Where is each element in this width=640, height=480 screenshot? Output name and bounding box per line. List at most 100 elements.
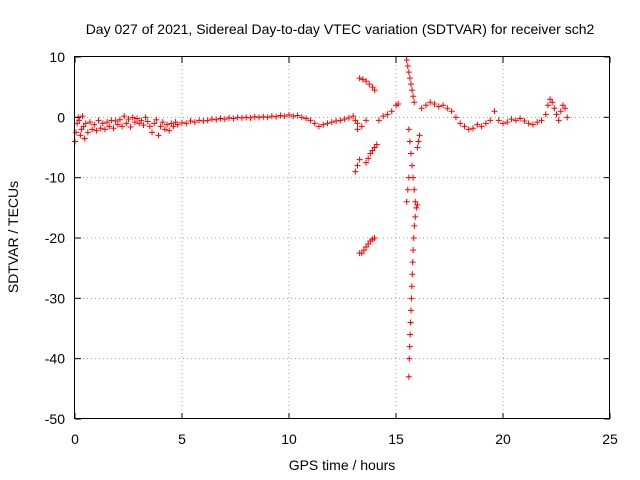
data-point bbox=[373, 141, 380, 148]
data-point bbox=[406, 75, 413, 82]
data-point bbox=[110, 125, 117, 132]
data-point bbox=[161, 126, 168, 133]
data-point bbox=[191, 119, 198, 126]
y-tick-label: -10 bbox=[45, 170, 65, 186]
data-point bbox=[371, 144, 378, 151]
data-point bbox=[358, 250, 365, 257]
data-point bbox=[101, 126, 108, 133]
data-points bbox=[72, 57, 571, 380]
data-point bbox=[146, 123, 153, 130]
data-point bbox=[79, 113, 86, 120]
data-point bbox=[144, 118, 151, 125]
data-point bbox=[256, 114, 263, 121]
data-point bbox=[414, 144, 421, 151]
data-point bbox=[404, 186, 411, 193]
x-tick-label: 15 bbox=[388, 431, 404, 447]
data-point bbox=[213, 116, 220, 123]
data-point bbox=[307, 117, 314, 124]
x-tick-label: 5 bbox=[178, 431, 186, 447]
y-tick-labels: -50 -40 -30 -20 -10 0 10 bbox=[45, 49, 65, 427]
data-point bbox=[127, 123, 134, 130]
data-point bbox=[74, 120, 81, 127]
data-point bbox=[183, 120, 190, 127]
data-point bbox=[363, 78, 370, 85]
y-tick-label: 10 bbox=[49, 49, 65, 65]
data-point bbox=[491, 108, 498, 115]
data-point bbox=[551, 105, 558, 112]
data-point bbox=[410, 247, 417, 254]
data-point bbox=[406, 138, 413, 145]
data-point bbox=[422, 102, 429, 109]
data-point bbox=[311, 120, 318, 127]
data-point bbox=[108, 117, 115, 124]
data-point bbox=[337, 117, 344, 124]
data-point bbox=[243, 114, 250, 121]
chart-title: Day 027 of 2021, Sidereal Day-to-day VTE… bbox=[86, 21, 595, 37]
data-point bbox=[187, 117, 194, 124]
data-point bbox=[341, 116, 348, 123]
data-point bbox=[354, 120, 361, 127]
data-point bbox=[388, 108, 395, 115]
data-point bbox=[525, 120, 532, 127]
data-point bbox=[170, 123, 177, 130]
y-tick-label: -40 bbox=[45, 351, 65, 367]
data-point bbox=[204, 117, 211, 124]
data-point bbox=[409, 162, 416, 169]
data-point bbox=[91, 121, 98, 128]
data-point bbox=[407, 81, 414, 88]
data-point bbox=[174, 121, 181, 128]
data-point bbox=[553, 111, 560, 118]
data-point bbox=[81, 135, 88, 142]
y-tick-label: -20 bbox=[45, 230, 65, 246]
data-point bbox=[365, 155, 372, 162]
data-point bbox=[555, 117, 562, 124]
data-point bbox=[363, 244, 370, 251]
data-point bbox=[196, 117, 203, 124]
data-point bbox=[333, 117, 340, 124]
x-tick-labels: 0 5 10 15 20 25 bbox=[71, 431, 618, 447]
data-point bbox=[217, 115, 224, 122]
data-point bbox=[487, 117, 494, 124]
data-point bbox=[354, 126, 361, 133]
data-point bbox=[365, 241, 372, 248]
grid-lines bbox=[75, 57, 610, 419]
data-point bbox=[358, 123, 365, 130]
data-point bbox=[290, 113, 297, 120]
data-point bbox=[461, 123, 468, 130]
data-point bbox=[315, 123, 322, 130]
data-point bbox=[369, 147, 376, 154]
x-tick-label: 0 bbox=[71, 431, 79, 447]
data-point bbox=[457, 120, 464, 127]
data-point bbox=[371, 87, 378, 94]
data-point bbox=[427, 99, 434, 106]
data-point bbox=[76, 117, 83, 124]
data-point bbox=[104, 119, 111, 126]
data-point bbox=[363, 117, 370, 124]
data-point bbox=[360, 247, 367, 254]
y-tick-label: -30 bbox=[45, 290, 65, 306]
data-point bbox=[125, 116, 132, 123]
x-axis-label: GPS time / hours bbox=[289, 457, 396, 473]
data-point bbox=[504, 119, 511, 126]
data-point bbox=[273, 113, 280, 120]
data-point bbox=[208, 116, 215, 123]
data-point bbox=[380, 113, 387, 120]
data-point bbox=[508, 116, 515, 123]
data-point bbox=[140, 122, 147, 129]
data-point bbox=[350, 113, 357, 120]
data-point bbox=[407, 319, 414, 326]
data-point bbox=[384, 111, 391, 118]
data-point bbox=[93, 127, 100, 134]
data-point bbox=[403, 198, 410, 205]
data-point bbox=[431, 101, 438, 108]
data-point bbox=[234, 114, 241, 121]
data-point bbox=[557, 108, 564, 115]
data-point bbox=[547, 96, 554, 103]
data-point bbox=[149, 129, 156, 136]
data-point bbox=[166, 127, 173, 134]
data-point bbox=[352, 168, 359, 175]
data-point bbox=[409, 87, 416, 94]
data-point bbox=[367, 150, 374, 157]
data-point bbox=[440, 102, 447, 109]
axis-ticks bbox=[74, 56, 611, 420]
